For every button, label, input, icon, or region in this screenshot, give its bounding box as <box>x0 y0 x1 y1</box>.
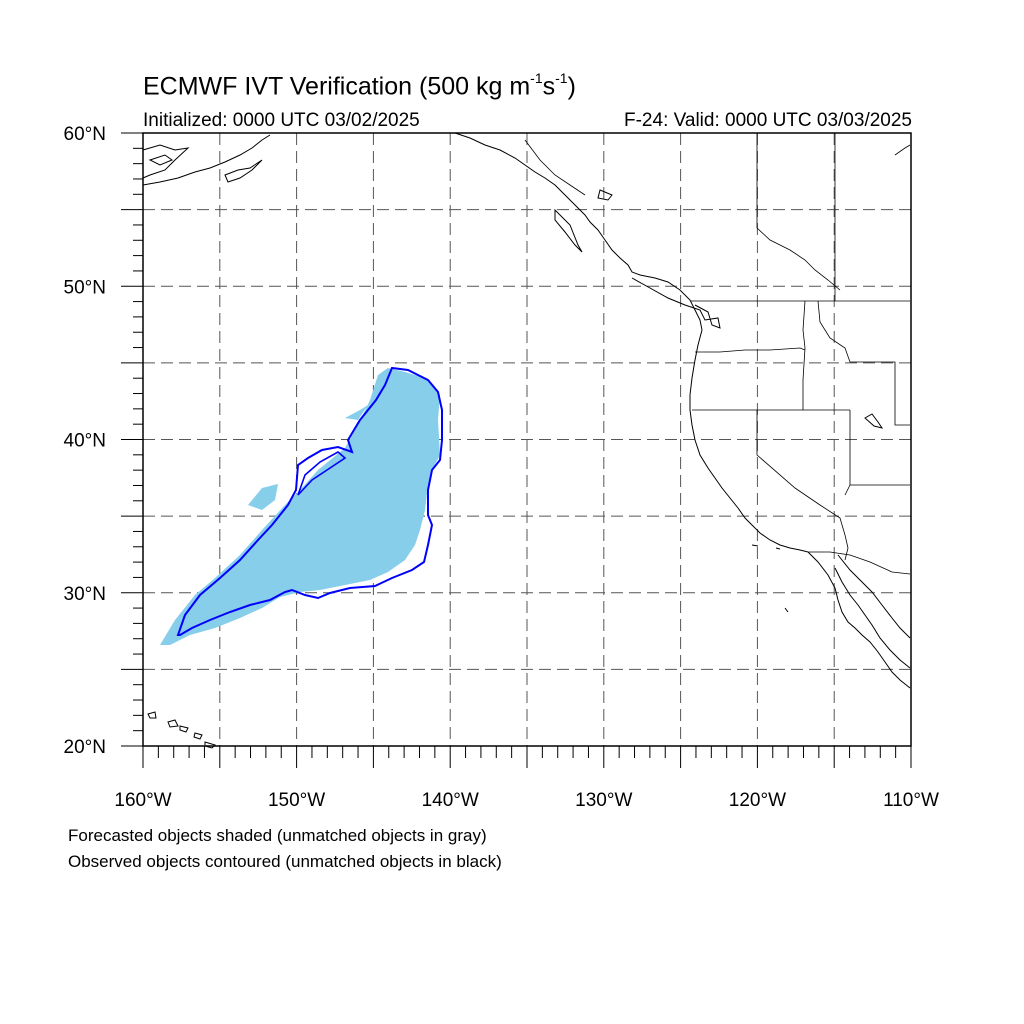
longitude-label: 120°W <box>729 790 786 811</box>
longitude-label: 150°W <box>268 790 325 811</box>
gridlines <box>143 133 911 746</box>
coastlines <box>142 132 911 749</box>
forecast-note: Forecasted objects shaded (unmatched obj… <box>68 826 487 845</box>
latitude-label: 20°N <box>64 737 106 758</box>
valid-time-label: F-24: Valid: 0000 UTC 03/03/2025 <box>624 110 912 131</box>
longitude-label: 160°W <box>114 790 171 811</box>
axis-ticks <box>121 132 912 768</box>
political-borders <box>524 133 911 575</box>
chart-title: ECMWF IVT Verification (500 kg m-1s-1) <box>143 70 576 101</box>
observed-object-inner-loop <box>297 451 347 496</box>
forecast-object <box>160 368 440 645</box>
latitude-labels: 20°N 30°N 40°N 50°N 60°N <box>64 124 106 758</box>
latitude-label: 30°N <box>64 584 106 605</box>
longitude-label: 130°W <box>575 790 632 811</box>
latitude-label: 50°N <box>64 277 106 298</box>
latitude-label: 60°N <box>64 124 106 145</box>
longitude-labels: 160°W 150°W 140°W 130°W 120°W 110°W <box>114 790 939 811</box>
latitude-label: 40°N <box>64 431 106 452</box>
map-frame <box>142 132 912 747</box>
longitude-label: 140°W <box>422 790 479 811</box>
initialized-label: Initialized: 0000 UTC 03/02/2025 <box>143 110 420 131</box>
longitude-label: 110°W <box>883 790 939 811</box>
observed-note: Observed objects contoured (unmatched ob… <box>68 852 502 871</box>
observed-object <box>176 366 443 636</box>
